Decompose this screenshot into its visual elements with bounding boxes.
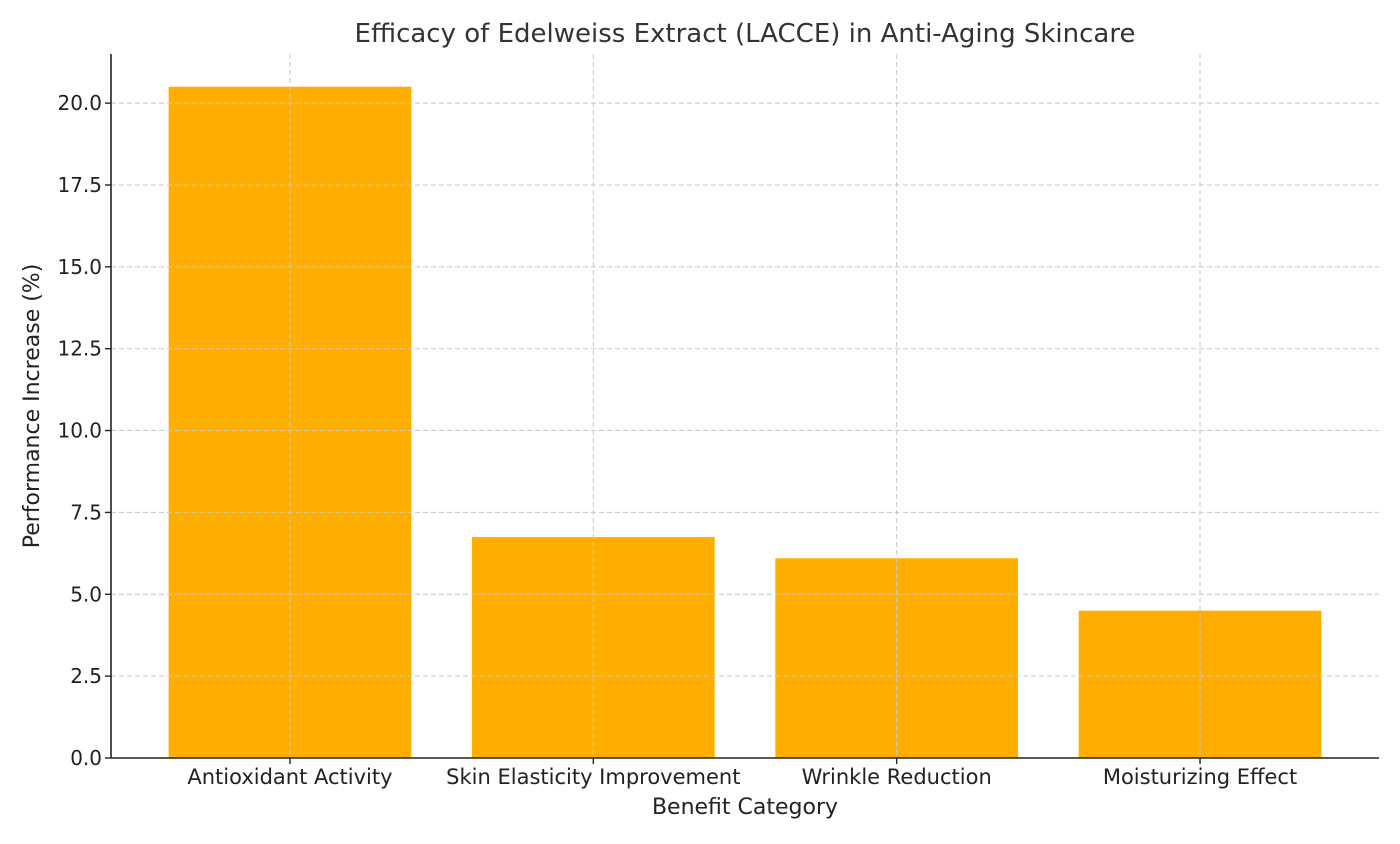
x-tick-label: Antioxidant Activity [187, 765, 392, 789]
x-ticks: Antioxidant Activity Skin Elasticity Impr… [187, 758, 1297, 789]
bars [168, 86, 1322, 758]
y-tick-label: 17.5 [57, 173, 102, 197]
x-axis-label: Benefit Category [652, 795, 838, 820]
y-tick-label: 7.5 [70, 500, 102, 524]
x-tick-label: Moisturizing Effect [1103, 765, 1297, 789]
y-axis-label: Performance Increase (%) [20, 264, 45, 549]
y-tick-label: 5.0 [70, 582, 102, 606]
y-tick-label: 12.5 [57, 337, 102, 361]
y-tick-label: 0.0 [70, 746, 102, 770]
y-tick-label: 20.0 [57, 91, 102, 115]
x-tick-label: Wrinkle Reduction [802, 765, 992, 789]
x-tick-label: Skin Elasticity Improvement [446, 765, 740, 789]
y-tick-label: 10.0 [57, 419, 102, 443]
bar-moisturizing-effect [1078, 610, 1322, 758]
y-ticks: 0.0 2.5 5.0 7.5 10.0 12.5 15.0 17.5 20.0 [57, 91, 111, 770]
y-tick-label: 15.0 [57, 255, 102, 279]
y-tick-label: 2.5 [70, 664, 102, 688]
grid [111, 54, 1379, 758]
chart-title: Efficacy of Edelweiss Extract (LACCE) in… [355, 19, 1136, 49]
axes [110, 54, 1379, 759]
